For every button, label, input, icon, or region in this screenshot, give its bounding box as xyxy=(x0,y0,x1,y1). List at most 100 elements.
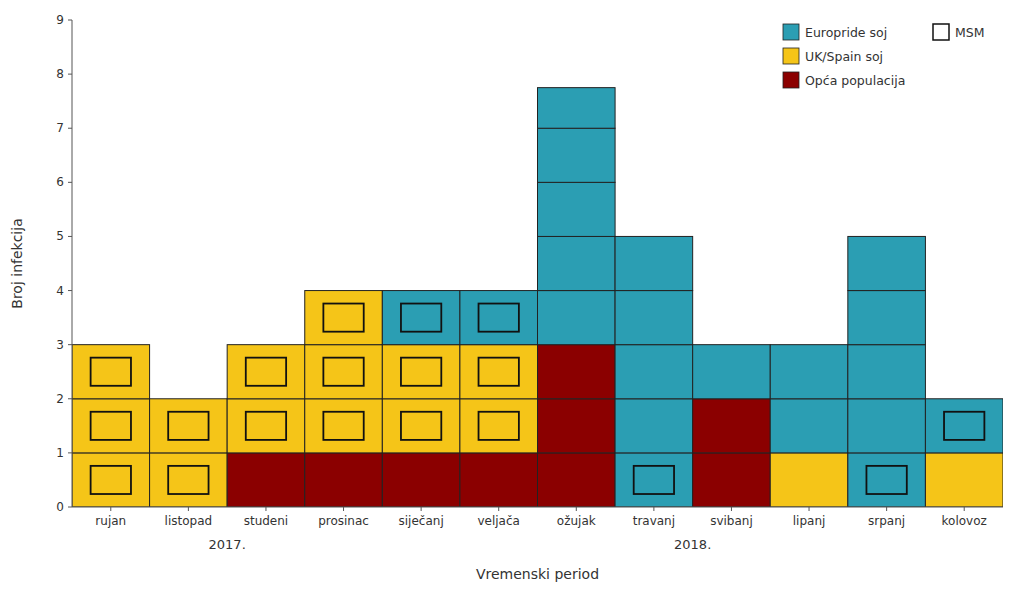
case-box xyxy=(305,453,383,507)
case-box xyxy=(538,128,616,182)
msm-box xyxy=(323,304,363,332)
msm-box xyxy=(91,412,131,440)
y-tick-label: 7 xyxy=(56,121,64,135)
x-tick-label: studeni xyxy=(244,514,289,528)
x-tick-label: veljača xyxy=(477,514,519,528)
case-box xyxy=(227,345,305,399)
y-tick-label: 1 xyxy=(56,446,64,460)
msm-box xyxy=(168,412,208,440)
y-tick xyxy=(68,344,72,345)
legend-swatch xyxy=(783,72,799,88)
y-tick xyxy=(68,20,72,21)
x-tick xyxy=(498,507,499,511)
msm-box xyxy=(479,358,519,386)
case-box xyxy=(72,399,150,453)
case-box xyxy=(72,453,150,507)
x-tick xyxy=(731,507,732,511)
y-tick xyxy=(68,398,72,399)
case-box xyxy=(615,236,693,290)
case-box xyxy=(305,291,383,345)
x-tick xyxy=(809,507,810,511)
case-box xyxy=(460,453,538,507)
legend-label: Opća populacija xyxy=(805,73,905,88)
case-box xyxy=(848,291,926,345)
case-box xyxy=(382,291,460,345)
y-axis-label: Broj infekcija xyxy=(9,218,25,308)
msm-box xyxy=(168,466,208,494)
year-label: 2017. xyxy=(209,537,246,552)
case-box xyxy=(615,453,693,507)
year-label: 2018. xyxy=(674,537,711,552)
msm-box xyxy=(91,466,131,494)
y-axis-line xyxy=(72,20,73,507)
y-tick-label: 0 xyxy=(56,500,64,514)
case-box xyxy=(460,291,538,345)
case-box xyxy=(770,453,848,507)
case-box xyxy=(538,88,616,129)
case-box xyxy=(615,291,693,345)
msm-box xyxy=(479,412,519,440)
legend-label: MSM xyxy=(955,25,985,40)
msm-box xyxy=(401,304,441,332)
case-box xyxy=(693,399,771,453)
x-tick-label: prosinac xyxy=(318,514,369,528)
legend-swatch xyxy=(783,24,799,40)
y-tick xyxy=(68,182,72,183)
case-box xyxy=(693,345,771,399)
x-tick-label: rujan xyxy=(95,514,126,528)
case-box xyxy=(305,345,383,399)
case-box xyxy=(227,453,305,507)
case-box xyxy=(925,399,1003,453)
y-tick xyxy=(68,452,72,453)
x-tick-label: svibanj xyxy=(710,514,753,528)
msm-box xyxy=(323,358,363,386)
msm-box xyxy=(246,358,286,386)
bars xyxy=(72,88,1003,507)
x-axis-line xyxy=(72,507,1003,508)
case-box xyxy=(848,345,926,399)
case-box xyxy=(460,345,538,399)
y-tick xyxy=(68,507,72,508)
y-tick xyxy=(68,128,72,129)
case-box xyxy=(382,453,460,507)
legend-label: Europride soj xyxy=(805,25,887,40)
case-box xyxy=(848,236,926,290)
case-box xyxy=(538,453,616,507)
msm-box xyxy=(634,466,674,494)
y-tick-label: 8 xyxy=(56,67,64,81)
case-box xyxy=(150,453,228,507)
x-axis-label: Vremenski period xyxy=(476,566,599,582)
x-tick-label: travanj xyxy=(633,514,675,528)
case-box xyxy=(538,182,616,236)
x-tick xyxy=(576,507,577,511)
y-tick-label: 4 xyxy=(56,284,64,298)
legend-swatch xyxy=(783,48,799,64)
x-tick xyxy=(343,507,344,511)
msm-box xyxy=(323,412,363,440)
x-tick-label: listopad xyxy=(165,514,213,528)
x-tick xyxy=(964,507,965,511)
msm-box xyxy=(401,412,441,440)
y-tick xyxy=(68,290,72,291)
msm-box xyxy=(246,412,286,440)
msm-box xyxy=(479,304,519,332)
x-tick xyxy=(110,507,111,511)
legend-label: UK/Spain soj xyxy=(805,49,883,64)
y-tick-label: 3 xyxy=(56,338,64,352)
y-tick xyxy=(68,74,72,75)
x-tick-label: srpanj xyxy=(868,514,905,528)
x-tick xyxy=(886,507,887,511)
chart: 0123456789rujanlistopadstudeniprosinacsi… xyxy=(0,0,1023,599)
case-box xyxy=(770,399,848,453)
legend: Europride soj UK/Spain soj Opća populacija… xyxy=(783,24,985,88)
case-box xyxy=(848,399,926,453)
case-box xyxy=(460,399,538,453)
case-box xyxy=(693,453,771,507)
msm-box xyxy=(866,466,906,494)
y-tick-label: 5 xyxy=(56,229,64,243)
y-tick-label: 6 xyxy=(56,175,64,189)
case-box xyxy=(925,453,1003,507)
case-box xyxy=(538,236,616,290)
msm-box xyxy=(944,412,984,440)
y-tick-label: 9 xyxy=(56,13,64,27)
